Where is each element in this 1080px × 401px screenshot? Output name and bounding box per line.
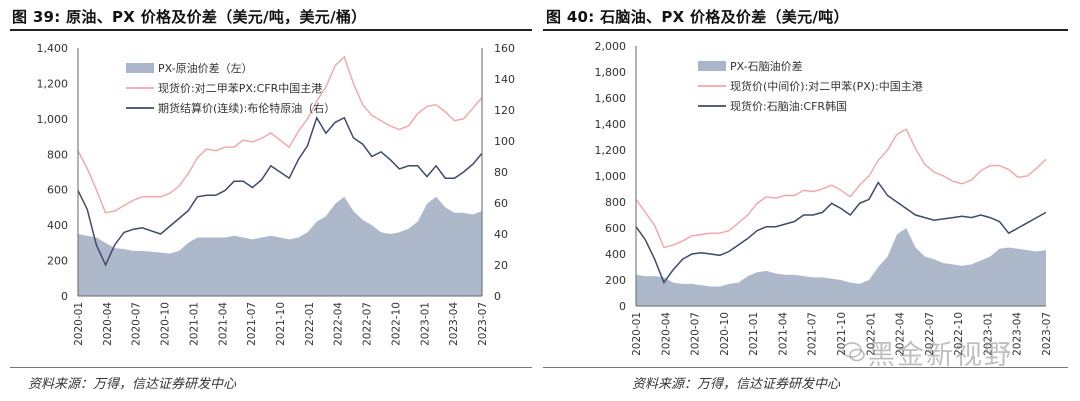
x-tick: 2020-01	[631, 312, 643, 356]
x-tick: 2020-04	[102, 302, 114, 346]
x-tick: 2022-04	[895, 312, 907, 356]
source-note-right: 资料来源：万得，信达证券研发中心	[632, 377, 841, 392]
source-note-left: 资料来源：万得，信达证券研发中心	[28, 377, 237, 392]
x-tick: 2021-04	[777, 312, 789, 356]
y-tick-right: 80	[494, 166, 508, 179]
series-feedstock-line	[635, 181, 1047, 285]
y-tick-left: 1,400	[595, 118, 627, 131]
chart-40-plot: 0 200 400 600 800 1,000 1,200 1,400 1,600 1,800 2,…	[595, 40, 1054, 356]
x-tick: 2021-04	[217, 302, 229, 346]
legend-swatch-spread	[126, 63, 154, 73]
y-tick-left: 1,600	[595, 92, 627, 105]
x-tick: 2020-10	[160, 302, 172, 346]
bottom-rule-left	[10, 367, 532, 368]
legend-label: 期货结算价(连续):布伦特原油（右）	[158, 101, 335, 115]
y-tick-right: 20	[494, 259, 508, 272]
watermark-text: 黑金新视野	[868, 340, 1013, 371]
x-tick: 2023-04	[448, 302, 460, 346]
y-tick-right: 120	[494, 104, 515, 117]
y-tick-right: 140	[494, 73, 515, 86]
x-tick: 2020-10	[719, 312, 731, 356]
x-tick: 2022-07	[362, 302, 374, 346]
legend-label: 现货价:对二甲苯PX:CFR中国主港	[158, 81, 322, 95]
x-tick: 2022-01	[865, 312, 877, 356]
y-tick-left: 2,000	[595, 40, 627, 53]
x-tick: 2022-10	[953, 312, 965, 356]
legend-label: 现货价:石脑油:CFR韩国	[730, 99, 847, 113]
y-tick-right: 60	[494, 197, 508, 210]
x-tick: 2022-07	[924, 312, 936, 356]
x-tick: 2020-07	[131, 302, 143, 346]
y-tick-right: 100	[494, 135, 515, 148]
y-tick-left: 600	[605, 222, 626, 235]
series-spread-area	[636, 228, 1046, 306]
y-tick-left: 800	[605, 196, 626, 209]
y-tick-right: 40	[494, 228, 508, 241]
y-tick-right: 160	[494, 42, 515, 55]
y-tick-left: 800	[47, 148, 68, 161]
y-tick-left: 1,800	[595, 66, 627, 79]
legend-label: 现货价(中间价):对二甲苯(PX):中国主港	[730, 79, 923, 93]
series-px-line	[635, 128, 1047, 249]
x-tick: 2021-07	[246, 302, 258, 346]
x-tick: 2023-04	[1012, 312, 1024, 356]
x-tick: 2022-01	[304, 302, 316, 346]
y-tick-left: 400	[47, 219, 68, 232]
chart-title-39: 图 39: 原油、PX 价格及价差（美元/吨，美元/桶）	[12, 8, 367, 26]
x-tick: 2020-01	[73, 302, 85, 346]
x-tick: 2021-01	[188, 302, 200, 346]
x-tick: 2023-07	[1041, 312, 1053, 356]
bottom-rule-right	[543, 367, 1068, 368]
y-tick-left: 200	[605, 274, 626, 287]
x-tick: 2020-07	[690, 312, 702, 356]
y-tick-right: 0	[494, 290, 501, 303]
x-tick: 2021-07	[807, 312, 819, 356]
title-rule-left	[10, 29, 532, 31]
legend-swatch-spread	[698, 61, 726, 71]
y-tick-left: 600	[47, 184, 68, 197]
series-px-line	[77, 55, 483, 214]
series-feedstock-line	[77, 115, 483, 267]
y-tick-left: 400	[605, 248, 626, 261]
x-tick: 2023-01	[982, 312, 994, 356]
y-tick-left: 200	[47, 255, 68, 268]
x-tick: 2021-01	[748, 312, 760, 356]
legend-label: PX-原油价差（左）	[158, 61, 253, 75]
y-tick-left: 0	[619, 300, 626, 313]
x-tick: 2020-04	[660, 312, 672, 356]
x-tick: 2022-10	[390, 302, 402, 346]
y-tick-left: 1,200	[37, 77, 69, 90]
x-tick: 2023-01	[419, 302, 431, 346]
wechat-icon	[842, 342, 865, 362]
title-rule-right	[543, 29, 1068, 31]
chart-title-40: 图 40: 石脑油、PX 价格及价差（美元/吨）	[546, 8, 849, 26]
legend-label: PX-石脑油价差	[730, 59, 803, 73]
x-tick: 2022-04	[333, 302, 345, 346]
y-tick-left: 1,200	[595, 144, 627, 157]
x-tick: 2021-10	[275, 302, 287, 346]
y-tick-left: 1,400	[37, 42, 69, 55]
chart-39-plot: 0 200 400 600 800 1,000 1,200 1,400 0 20 40 60 80 100…	[37, 42, 516, 346]
x-tick: 2023-07	[477, 302, 489, 346]
y-tick-left: 1,000	[37, 113, 69, 126]
series-spread-area	[78, 196, 482, 296]
y-tick-left: 1,000	[595, 170, 627, 183]
y-tick-left: 0	[61, 290, 68, 303]
